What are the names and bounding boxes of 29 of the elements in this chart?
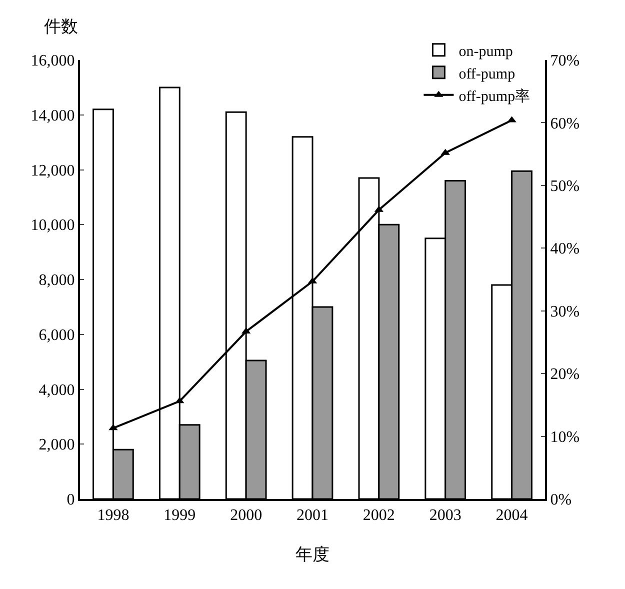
y2-tick-label: 0% [550,492,572,509]
y2-tick-label: 30% [550,303,580,320]
y2-tick-label: 20% [550,366,580,384]
y2-tick-label: 60% [550,115,580,132]
x-tick-label: 2001 [296,507,328,524]
y-tick-label: 10,000 [30,217,75,234]
x-tick-label: 2000 [230,507,262,524]
y-tick-label: 12,000 [30,162,75,180]
x-tick-label: 2004 [496,507,528,524]
y2-tick-label: 50% [550,178,580,196]
y2-tick-label: 70% [550,52,580,70]
y-tick-label: 2,000 [38,436,75,454]
y-tick-label: 4,000 [38,382,75,399]
legend-label: off-pump率 [458,88,530,105]
x-tick-label: 1998 [97,507,130,524]
x-axis-title: 年度 [296,545,330,564]
legend-label: off-pump [458,66,516,82]
x-tick-label: 1999 [164,507,196,524]
y-axis-title: 件数 [44,17,78,36]
y-tick-label: 0 [66,492,75,509]
x-tick-label: 2003 [429,507,462,524]
y-tick-label: 16,000 [30,52,75,70]
x-tick-label: 2002 [362,507,395,524]
y-tick-label: 8,000 [38,272,75,290]
y-tick-label: 6,000 [38,326,75,344]
y2-tick-label: 40% [550,240,580,258]
legend-label: on-pump [458,44,513,60]
y-tick-label: 14,000 [30,107,75,124]
y2-tick-label: 10% [550,428,580,446]
